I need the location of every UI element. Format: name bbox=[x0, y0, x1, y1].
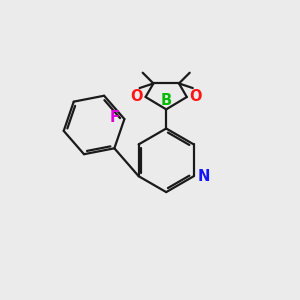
Text: O: O bbox=[131, 89, 143, 104]
Text: N: N bbox=[197, 169, 210, 184]
Text: F: F bbox=[110, 110, 119, 125]
Text: B: B bbox=[160, 94, 172, 109]
Text: O: O bbox=[189, 89, 202, 104]
